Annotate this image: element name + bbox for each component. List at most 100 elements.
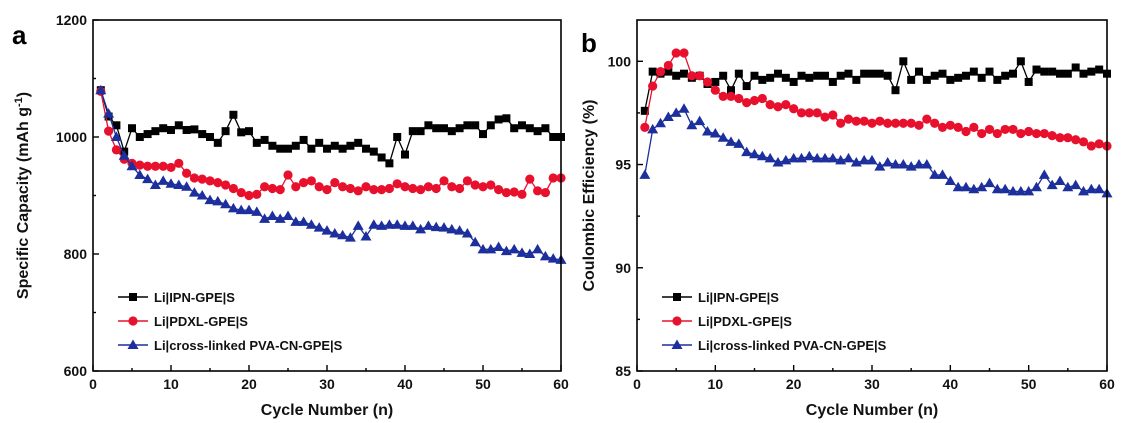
data-point (1024, 126, 1034, 137)
data-point (306, 176, 316, 186)
data-point (1009, 69, 1017, 78)
legend-item: Li|IPN-GPE|S (662, 290, 779, 305)
data-point (173, 179, 185, 189)
data-point (1063, 133, 1073, 143)
data-point (1047, 131, 1057, 141)
data-point (664, 67, 673, 76)
data-point (268, 141, 277, 150)
legend-item: Li|IPN-GPE|S (118, 290, 235, 305)
data-point (166, 162, 176, 173)
data-point (969, 67, 978, 76)
data-point (898, 118, 908, 128)
data-point (135, 133, 144, 141)
data-point (431, 183, 441, 194)
data-point (532, 243, 544, 254)
data-point (1016, 128, 1026, 139)
data-point (717, 132, 729, 142)
data-point (391, 219, 403, 229)
y-tick-label: 1000 (56, 129, 87, 145)
data-point (758, 75, 767, 84)
data-point (1016, 57, 1025, 66)
data-point (111, 145, 121, 155)
data-point (788, 152, 800, 163)
chart-panel-a: 0 10 20 30 40 50 60 600 800 1000 1200 Cycle Number … (12, 12, 569, 419)
data-point (461, 228, 473, 238)
data-point (440, 124, 448, 133)
data-point (274, 213, 286, 223)
y-tick-label: 1200 (56, 12, 87, 28)
data-point (1056, 69, 1064, 78)
data-point (1079, 69, 1088, 78)
data-point (734, 93, 744, 104)
x-tick-label: 60 (1099, 376, 1115, 392)
data-point (882, 156, 894, 167)
data-point (742, 97, 752, 108)
data-point (540, 187, 551, 198)
data-point (711, 77, 720, 86)
data-point (291, 182, 301, 192)
legend-item: Li|cross-linked PVA-CN-GPE|S (118, 338, 343, 353)
data-point (710, 85, 720, 95)
data-point (969, 122, 979, 132)
data-point (260, 182, 270, 192)
data-point (1048, 67, 1057, 76)
x-tick-label: 20 (786, 376, 802, 392)
data-point (416, 185, 426, 195)
data-point (709, 128, 721, 138)
legend: Li|IPN-GPE|S Li|PDXL-GPE|S Li|cross-linked… (662, 290, 887, 353)
data-point (401, 150, 409, 159)
data-point (478, 182, 488, 192)
data-point (1046, 179, 1058, 190)
y-axis-label: Specific Capacity (mAh g-1) (13, 92, 32, 299)
data-point (244, 190, 254, 201)
data-point (399, 220, 411, 230)
data-point (1001, 71, 1010, 80)
data-point (167, 125, 175, 134)
data-point (479, 130, 487, 139)
y-tick-label: 95 (615, 157, 631, 173)
data-point (385, 159, 394, 168)
legend-marker (673, 293, 681, 301)
data-point (960, 181, 972, 192)
data-point (299, 178, 309, 188)
data-point (298, 216, 310, 226)
x-tick-label: 40 (943, 376, 959, 392)
legend-marker (127, 339, 139, 349)
data-point (1040, 67, 1049, 76)
data-point (907, 75, 916, 84)
data-point (509, 187, 519, 197)
legend-label: Li|cross-linked PVA-CN-GPE|S (154, 338, 343, 353)
data-point (733, 138, 745, 148)
data-point (672, 71, 681, 80)
legend-marker (672, 316, 682, 326)
data-point (944, 175, 956, 186)
data-point (237, 128, 246, 137)
data-point (291, 141, 300, 150)
data-point (992, 128, 1002, 139)
data-point (726, 91, 736, 101)
data-point (430, 221, 442, 232)
data-point (174, 121, 183, 130)
data-point (424, 121, 433, 130)
data-point (422, 220, 434, 230)
data-point (765, 100, 775, 110)
legend-marker (128, 316, 138, 326)
data-point (245, 127, 253, 136)
data-point (1093, 183, 1105, 194)
data-point (686, 119, 698, 130)
data-point (977, 73, 986, 82)
data-point (213, 138, 222, 147)
data-point (1031, 128, 1042, 139)
data-point (290, 216, 302, 226)
data-point (953, 122, 963, 132)
panel-label: a (12, 20, 27, 50)
data-point (220, 198, 232, 209)
data-point (126, 160, 138, 171)
data-point (836, 118, 846, 128)
data-point (640, 122, 650, 132)
series-0 (640, 57, 1111, 115)
data-point (976, 181, 988, 192)
data-point (383, 219, 395, 229)
data-point (757, 93, 767, 104)
